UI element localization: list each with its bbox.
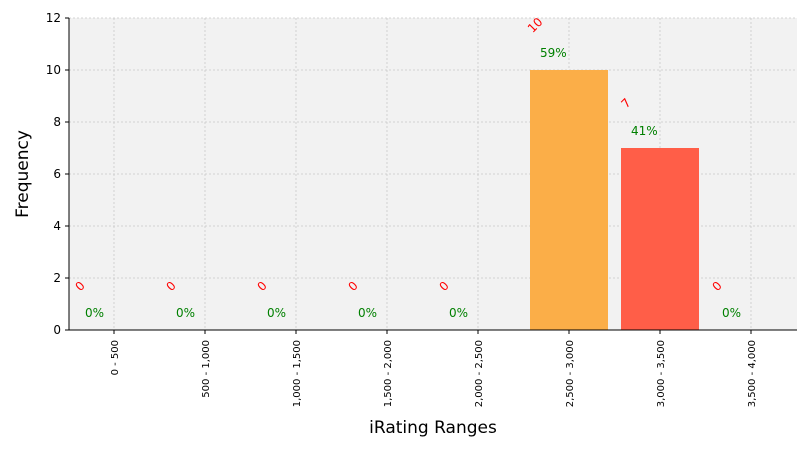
percent-label: 41%: [631, 124, 658, 138]
percent-label: 0%: [722, 306, 741, 320]
bar: [621, 148, 699, 330]
percent-label: 0%: [85, 306, 104, 320]
percent-label: 0%: [358, 306, 377, 320]
y-tick-label: 6: [53, 167, 61, 181]
x-tick-label: 500 - 1,000: [201, 340, 212, 398]
bars: [530, 70, 699, 330]
x-ticks: 0 - 500 500 - 1,000 1,000 - 1,500 1,500 - 2…: [110, 330, 758, 407]
x-tick-label: 2,000 - 2,500: [474, 340, 485, 407]
x-tick-label: 3,000 - 3,500: [656, 340, 667, 407]
y-tick-label: 8: [53, 115, 61, 129]
y-tick-label: 2: [53, 271, 61, 285]
y-tick-label: 4: [53, 219, 61, 233]
x-tick-label: 1,000 - 1,500: [292, 340, 303, 407]
percent-label: 0%: [267, 306, 286, 320]
x-tick-label: 1,500 - 2,000: [383, 340, 394, 407]
y-tick-label: 12: [46, 11, 61, 25]
percent-label: 0%: [176, 306, 195, 320]
y-tick-label: 0: [53, 323, 61, 337]
x-axis-label: iRating Ranges: [369, 418, 497, 438]
y-tick-label: 10: [46, 63, 61, 77]
percent-label: 0%: [449, 306, 468, 320]
x-tick-label: 2,500 - 3,000: [565, 340, 576, 407]
bar: [530, 70, 608, 330]
x-tick-label: 0 - 500: [110, 340, 121, 375]
percent-label: 59%: [540, 46, 567, 60]
y-ticks: 0 2 4 6 8 10 12: [46, 11, 69, 337]
y-axis-label: Frequency: [13, 130, 33, 218]
x-tick-label: 3,500 - 4,000: [747, 340, 758, 407]
